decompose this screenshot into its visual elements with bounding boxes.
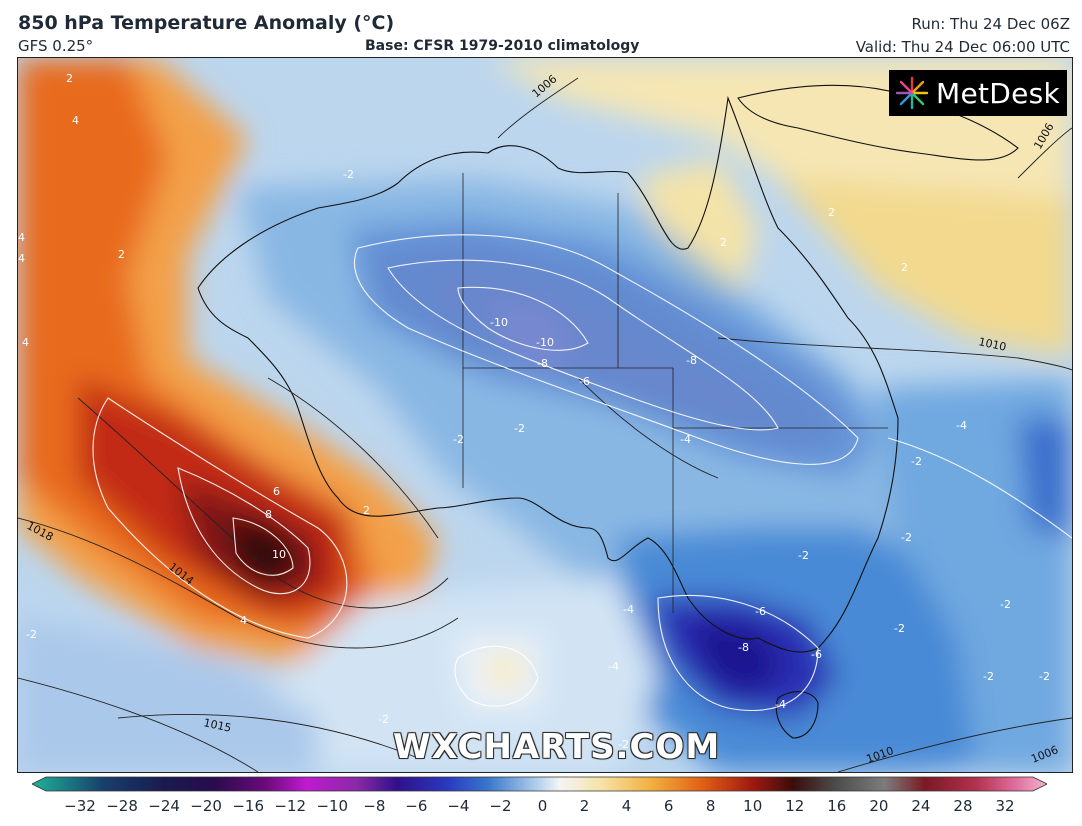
- isobar-label: 1015: [202, 716, 232, 735]
- anomaly-map: 1006 1006 1010 1018 1014 1015 1010 1006 …: [17, 57, 1073, 773]
- anomaly-label: -8: [738, 641, 749, 654]
- anomaly-label: -2: [1000, 598, 1011, 611]
- anomaly-label: -6: [811, 648, 822, 661]
- colorbar: [32, 776, 1047, 792]
- colorbar-tick-label: −10: [316, 797, 349, 815]
- colorbar-tick-label: 6: [663, 797, 674, 815]
- valid-time-label: Valid: Thu 24 Dec 06:00 UTC: [855, 38, 1070, 56]
- colorbar-tick-label: −6: [405, 797, 428, 815]
- anomaly-label: 2: [363, 504, 370, 517]
- anomaly-label: -2: [618, 738, 629, 751]
- anomaly-label: -2: [343, 168, 354, 181]
- anomaly-label: -10: [490, 316, 508, 329]
- wxcharts-watermark: WXCHARTS.COM: [393, 727, 721, 767]
- anomaly-label: -4: [623, 603, 634, 616]
- anomaly-label: -8: [537, 357, 548, 370]
- anomaly-label: -6: [579, 375, 590, 388]
- colorbar-tick-label: 12: [785, 797, 805, 815]
- metdesk-logo: MetDesk: [889, 70, 1067, 116]
- model-label: GFS 0.25°: [18, 37, 94, 55]
- colorbar-tick-label: 20: [869, 797, 889, 815]
- colorbar-tick-label: −24: [148, 797, 180, 815]
- anomaly-label: 4: [18, 252, 25, 265]
- colorbar-tick-label: 4: [621, 797, 632, 815]
- colorbar-tick-label: −20: [190, 797, 222, 815]
- colorbar-tick-label: 24: [911, 797, 931, 815]
- anomaly-label: -8: [686, 354, 697, 367]
- anomaly-label: -6: [755, 605, 766, 618]
- anomaly-label: -2: [911, 455, 922, 468]
- metdesk-logo-text: MetDesk: [936, 76, 1061, 110]
- anomaly-label: -2: [983, 670, 994, 683]
- anomaly-label: 4: [240, 614, 247, 627]
- colorbar-tick-label: −12: [274, 797, 307, 815]
- anomaly-label: -4: [956, 419, 967, 432]
- colorbar-tick-label: −32: [64, 797, 96, 815]
- colorbar-tick-label: 32: [995, 797, 1015, 815]
- anomaly-fill: [18, 58, 1072, 772]
- state-borders: [462, 173, 888, 613]
- tasmania-coast: [775, 691, 819, 739]
- anomaly-map-svg: 1006 1006 1010 1018 1014 1015 1010 1006 …: [18, 58, 1072, 772]
- run-time-label: Run: Thu 24 Dec 06Z: [911, 15, 1070, 33]
- anomaly-label: -2: [1039, 670, 1050, 683]
- anomaly-labels: -10 -10 -8 -6 -8 -4 -4 -2 -2 -2 -2 -2 -2…: [18, 72, 1050, 751]
- colorbar-tick-label: −2: [489, 797, 512, 815]
- anomaly-label: -10: [536, 336, 554, 349]
- metdesk-starburst-icon: [895, 76, 929, 110]
- anomaly-label: 4: [18, 231, 25, 244]
- colorbar-tick-label: 8: [705, 797, 716, 815]
- anomaly-label: -2: [378, 713, 389, 726]
- isobar-label: 1010: [977, 335, 1007, 354]
- anomaly-label: -2: [798, 549, 809, 562]
- isobars: [18, 77, 1072, 772]
- anomaly-label: -4: [608, 660, 619, 673]
- anomaly-label: -2: [514, 422, 525, 435]
- coastline: [197, 95, 899, 653]
- climatology-base-label: Base: CFSR 1979-2010 climatology: [365, 38, 640, 54]
- anomaly-label: 4: [72, 114, 79, 127]
- anomaly-label: 2: [720, 236, 727, 249]
- colorbar-tick-label: 10: [743, 797, 763, 815]
- chart-title: 850 hPa Temperature Anomaly (°C): [18, 12, 395, 34]
- anomaly-label: -2: [894, 622, 905, 635]
- colorbar-tick-label: 16: [827, 797, 847, 815]
- colorbar-tick-label: 28: [953, 797, 973, 815]
- anomaly-contours: [92, 234, 1072, 712]
- anomaly-label: -2: [26, 628, 37, 641]
- anomaly-label: 8: [265, 508, 272, 521]
- colorbar-tick-label: −8: [363, 797, 386, 815]
- anomaly-label: 2: [66, 72, 73, 85]
- anomaly-label: -4: [680, 433, 691, 446]
- anomaly-label: 4: [22, 336, 29, 349]
- new-guinea-coast: [737, 84, 1019, 161]
- anomaly-label: 6: [273, 485, 280, 498]
- colorbar-tick-label: −4: [447, 797, 470, 815]
- anomaly-label: 2: [118, 248, 125, 261]
- colorbar-tick-label: −16: [232, 797, 264, 815]
- anomaly-label: -2: [453, 433, 464, 446]
- anomaly-label: 2: [901, 261, 908, 274]
- anomaly-label: 10: [272, 548, 286, 561]
- colorbar-tick-label: 2: [579, 797, 590, 815]
- anomaly-label: -4: [775, 698, 786, 711]
- colorbar-tick-label: 0: [537, 797, 548, 815]
- colorbar-tick-label: −28: [106, 797, 138, 815]
- anomaly-label: 2: [828, 206, 835, 219]
- anomaly-label: -2: [901, 531, 912, 544]
